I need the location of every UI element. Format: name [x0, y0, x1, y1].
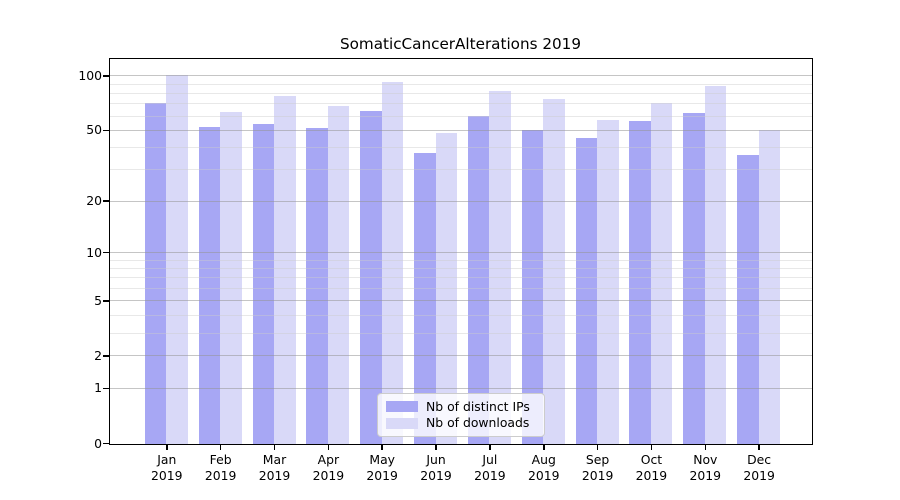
y-axis-tick [103, 442, 109, 445]
x-tick-month: Mar [262, 452, 287, 467]
bar-downloads-jun [435, 133, 458, 444]
x-tick-month: Feb [209, 452, 232, 467]
x-axis-tick-label: Sep 2019 [566, 452, 630, 484]
x-axis-tick-label: Mar 2019 [243, 452, 307, 484]
legend-label-distinct-ips: Nb of distinct IPs [426, 398, 530, 414]
bar-distinct-ips-nov [683, 113, 705, 444]
x-axis-tick [166, 444, 168, 450]
x-axis-tick [381, 444, 383, 450]
bar-downloads-oct [650, 103, 673, 444]
x-tick-year: 2019 [151, 468, 183, 483]
legend: Nb of distinct IPs Nb of downloads [377, 393, 545, 437]
x-axis-tick [273, 444, 276, 450]
bar-downloads-nov [704, 86, 727, 444]
x-axis-tick-label: Jan 2019 [135, 452, 199, 484]
x-axis-tick [596, 444, 599, 450]
x-tick-year: 2019 [366, 468, 398, 483]
legend-label-downloads: Nb of downloads [426, 415, 530, 431]
bar-distinct-ips-mar [252, 123, 274, 444]
x-tick-month: Jun [426, 452, 446, 467]
x-tick-year: 2019 [743, 468, 775, 483]
plot-area [108, 58, 813, 445]
x-tick-year: 2019 [474, 468, 506, 483]
y-axis-tick-label: 50 [86, 122, 102, 138]
bar-downloads-apr [327, 105, 350, 444]
bar-downloads-jul [489, 91, 511, 444]
bar-downloads-dec [758, 129, 781, 444]
x-tick-month: Sep [585, 452, 610, 467]
x-axis-tick [758, 444, 760, 450]
y-axis-tick-label: 100 [78, 67, 102, 83]
bar-downloads-sep [597, 119, 619, 444]
bar-distinct-ips-apr [306, 128, 328, 444]
y-axis-tick [103, 129, 109, 132]
x-axis-tick [543, 444, 545, 450]
x-axis-tick [219, 444, 222, 450]
x-axis-tick-label: Apr 2019 [296, 452, 360, 484]
x-tick-year: 2019 [635, 468, 668, 483]
x-tick-year: 2019 [204, 468, 237, 483]
y-axis-tick-label: 10 [86, 244, 102, 260]
y-axis-tick [103, 75, 109, 77]
x-tick-month: Jul [482, 452, 498, 467]
bar-distinct-ips-sep [575, 138, 598, 444]
x-tick-year: 2019 [258, 468, 291, 483]
x-axis-tick-label: Aug 2019 [512, 452, 576, 484]
x-tick-month: Dec [747, 452, 772, 467]
x-axis-tick [489, 444, 491, 450]
legend-item-distinct-ips: Nb of distinct IPs [386, 398, 536, 414]
x-tick-month: Apr [317, 452, 340, 467]
x-tick-year: 2019 [689, 468, 722, 483]
x-axis-tick [704, 444, 707, 450]
legend-item-downloads: Nb of downloads [386, 416, 536, 430]
legend-swatch-distinct-ips [386, 401, 418, 413]
x-tick-month: May [369, 452, 395, 467]
x-axis-tick-label: Nov 2019 [673, 452, 737, 484]
x-axis-tick-label: Feb 2019 [189, 452, 253, 484]
bar-distinct-ips-feb [198, 126, 221, 444]
x-axis-tick [327, 444, 330, 450]
y-axis-tick-label: 1 [94, 380, 102, 396]
y-axis-tick [103, 300, 109, 302]
bar-downloads-mar [274, 95, 296, 444]
x-tick-month: Nov [693, 452, 718, 467]
bar-distinct-ips-aug [521, 129, 544, 444]
bar-distinct-ips-oct [629, 120, 651, 444]
bars-layer [110, 59, 812, 444]
x-axis-tick-label: Jun 2019 [404, 452, 468, 484]
bar-distinct-ips-jun [414, 153, 436, 444]
y-axis-tick-label: 5 [94, 292, 102, 308]
bar-distinct-ips-jul [467, 115, 490, 444]
x-tick-year: 2019 [420, 468, 452, 483]
x-axis-tick [650, 444, 653, 450]
bar-distinct-ips-dec [737, 155, 759, 444]
y-axis-tick [103, 355, 109, 357]
x-axis-tick-label: Oct 2019 [619, 452, 683, 484]
y-axis-tick [103, 251, 109, 254]
x-tick-year: 2019 [527, 468, 560, 483]
chart-title: SomaticCancerAlterations 2019 [340, 35, 581, 53]
legend-swatch-downloads [386, 417, 418, 429]
x-tick-year: 2019 [312, 468, 345, 483]
x-tick-month: Oct [640, 452, 663, 467]
y-axis-tick-label: 0 [94, 435, 102, 451]
y-axis-tick-label: 2 [94, 347, 102, 363]
y-axis-tick [103, 387, 109, 390]
x-tick-month: Aug [531, 452, 556, 467]
bar-downloads-feb [220, 111, 242, 444]
bar-downloads-jan [166, 75, 188, 444]
x-tick-month: Jan [157, 452, 177, 467]
x-axis-tick-label: Jul 2019 [458, 452, 522, 484]
x-tick-year: 2019 [581, 468, 614, 483]
x-axis-tick-label: Dec 2019 [727, 452, 791, 484]
bar-distinct-ips-jan [144, 103, 167, 444]
y-axis-tick [103, 200, 109, 202]
bar-distinct-ips-may [360, 110, 382, 444]
x-axis-tick [435, 444, 437, 450]
bar-downloads-may [381, 81, 404, 444]
x-axis-tick-label: May 2019 [350, 452, 414, 484]
bar-downloads-aug [543, 99, 565, 444]
y-axis-tick-label: 20 [86, 193, 102, 208]
